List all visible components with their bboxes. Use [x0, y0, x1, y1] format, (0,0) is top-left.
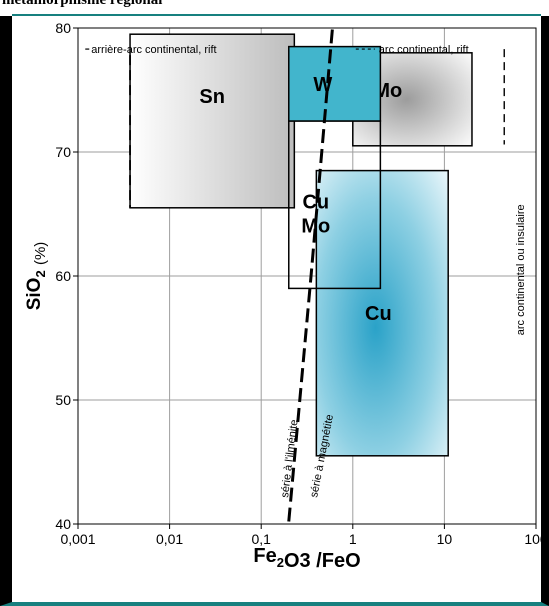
y-tick-label: 40	[55, 516, 71, 532]
bracket-right-label: arc continental, rift	[379, 44, 469, 56]
field-w	[288, 45, 382, 122]
vertical-annotation: arc continental ou insulaire	[515, 204, 527, 335]
y-tick-label: 50	[55, 392, 71, 408]
field-sn	[129, 33, 296, 209]
boundary	[287, 27, 334, 522]
x-tick-label: 0,001	[60, 531, 95, 547]
field-label: Sn	[199, 86, 225, 108]
x-tick-label: 1	[349, 531, 357, 547]
y-tick-label: 70	[55, 144, 71, 160]
x-tick-label: 0,01	[156, 531, 183, 547]
x-tick-label: 10	[437, 531, 453, 547]
annotations: arrière-arc continental, rift arc contine…	[85, 44, 527, 499]
boundary-line	[287, 27, 334, 522]
header-rule	[12, 14, 541, 16]
y-tick-label: 60	[55, 268, 71, 284]
ticks: 0,001 0,01 0,1 1 10 100 40 50 60 70 80	[55, 20, 547, 547]
bracket-left-label: arrière-arc continental, rift	[91, 44, 216, 56]
header-text: métamorphisme régional	[2, 0, 163, 8]
field-label: Mo	[301, 216, 330, 238]
x-tick-label: 0,1	[251, 531, 271, 547]
y-axis-label: SiO2 (%)	[24, 242, 50, 311]
page-header: métamorphisme régional	[0, 0, 549, 16]
field-cu	[315, 169, 449, 457]
y-tick-label: 80	[55, 20, 71, 36]
field-label: Cu	[302, 192, 329, 214]
field-label: Cu	[365, 303, 392, 325]
x-tick-label: 100	[524, 531, 548, 547]
x-axis-label: Fe2O3 /FeO	[253, 545, 360, 572]
series-label-ilmenite: série à l'ilménite	[279, 419, 300, 498]
